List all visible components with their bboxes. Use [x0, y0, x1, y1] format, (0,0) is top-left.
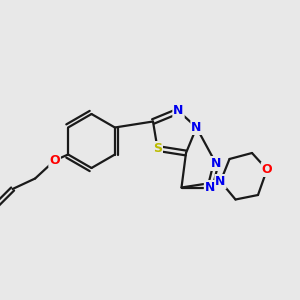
Text: N: N — [205, 181, 215, 194]
Text: O: O — [262, 163, 272, 176]
Text: N: N — [211, 157, 221, 170]
Text: O: O — [49, 154, 60, 167]
Text: N: N — [191, 121, 202, 134]
Text: N: N — [173, 104, 184, 118]
Text: N: N — [215, 175, 226, 188]
Text: S: S — [153, 142, 162, 155]
